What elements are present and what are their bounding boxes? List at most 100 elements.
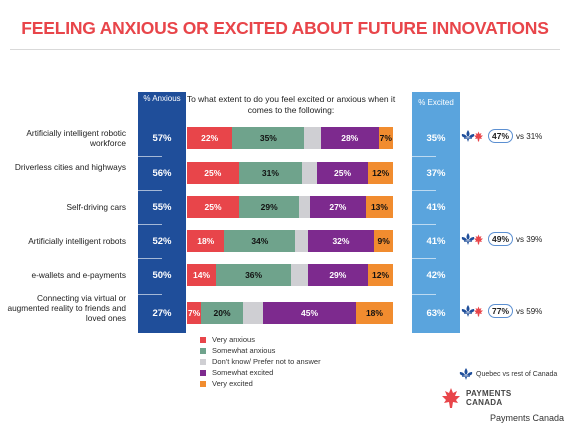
legend-swatch xyxy=(200,336,206,343)
quebec-value: 49% xyxy=(488,232,514,246)
bar-segment-very-excited: 9% xyxy=(374,230,393,252)
pct-anxious-value: 56% xyxy=(152,168,172,179)
column-separator xyxy=(138,258,162,259)
pct-anxious-value: 52% xyxy=(152,236,172,247)
bar-segment-very-anxious: 22% xyxy=(187,127,233,149)
column-separator xyxy=(412,294,436,295)
pct-anxious-value: 50% xyxy=(152,270,172,281)
quebec-compare-item: 77% vs 59% xyxy=(461,304,542,318)
quebec-legend: Quebec vs rest of Canada xyxy=(459,368,557,380)
legend-swatch xyxy=(200,369,206,376)
legend-swatch xyxy=(200,347,206,354)
survey-question: To what extent to do you feel excited or… xyxy=(186,94,396,115)
column-separator xyxy=(138,190,162,191)
row-label: Artificially intelligent robots xyxy=(28,236,126,246)
pct-excited-value: 37% xyxy=(426,168,446,179)
bar-segment-somewhat-anxious: 35% xyxy=(232,127,305,149)
rest-of-canada-value: vs 39% xyxy=(516,234,543,244)
anxious-column-header: % Anxious xyxy=(143,94,181,103)
bar-segment-somewhat-anxious: 20% xyxy=(201,302,243,324)
row-label: Artificially intelligent robotic workfor… xyxy=(26,128,126,148)
bar-segment-somewhat-excited: 27% xyxy=(309,196,366,218)
legend-item-very-anxious: Very anxious xyxy=(200,335,255,344)
row-label: Connecting via virtual or augmented real… xyxy=(7,293,126,323)
bar-segment-very-excited: 12% xyxy=(368,162,393,184)
bar-segment-somewhat-anxious: 34% xyxy=(224,230,296,252)
title-divider xyxy=(10,49,560,50)
column-separator xyxy=(412,156,436,157)
pct-anxious-value: 57% xyxy=(152,133,172,144)
quebec-value: 77% xyxy=(488,304,514,318)
pct-anxious-value: 55% xyxy=(152,202,172,213)
legend-label: Somewhat anxious xyxy=(212,346,276,355)
row-label: Self-driving cars xyxy=(66,202,126,212)
pct-excited-value: 41% xyxy=(426,202,446,213)
logo-line-2: CANADA xyxy=(466,398,503,407)
bar-segment-somewhat-anxious: 36% xyxy=(216,264,292,286)
anxious-column xyxy=(138,92,186,333)
bar-segment-dont-know xyxy=(295,230,308,252)
legend-label: Don't know/ Prefer not to answer xyxy=(212,357,321,366)
quebec-value: 47% xyxy=(488,129,514,143)
column-separator xyxy=(138,294,162,295)
logo-wordmark: PAYMENTS CANADA xyxy=(466,389,512,407)
bar-segment-somewhat-excited: 32% xyxy=(307,230,375,252)
column-separator xyxy=(412,258,436,259)
quebec-compare-item: 47% vs 31% xyxy=(461,129,542,143)
excited-column-header: % Excited xyxy=(418,98,454,107)
bar-segment-somewhat-excited: 28% xyxy=(320,127,379,149)
bar-segment-very-excited: 18% xyxy=(355,302,393,324)
column-separator xyxy=(412,190,436,191)
pct-excited-value: 63% xyxy=(426,308,446,319)
fleur-de-lis-icon xyxy=(461,233,475,245)
bar-segment-dont-know xyxy=(299,196,310,218)
column-separator xyxy=(138,224,162,225)
fleur-de-lis-icon xyxy=(461,305,475,317)
legend-label: Somewhat excited xyxy=(212,368,274,377)
legend-item-very-excited: Very excited xyxy=(200,379,253,388)
bar-segment-dont-know xyxy=(302,162,317,184)
maple-leaf-logo-icon xyxy=(442,388,460,408)
bar-segment-dont-know xyxy=(242,302,264,324)
pct-excited-value: 35% xyxy=(426,133,446,144)
pct-anxious-value: 27% xyxy=(152,308,172,319)
legend-label: Very anxious xyxy=(212,335,255,344)
legend-item-somewhat-excited: Somewhat excited xyxy=(200,368,273,377)
quebec-legend-label: Quebec vs rest of Canada xyxy=(476,370,558,378)
payments-canada-logo: PAYMENTS CANADA xyxy=(440,387,512,409)
column-separator xyxy=(412,224,436,225)
quebec-compare-item: 49% vs 39% xyxy=(461,232,542,246)
fleur-de-lis-icon xyxy=(461,130,475,142)
bar-segment-very-anxious: 18% xyxy=(187,230,225,252)
bar-segment-somewhat-excited: 29% xyxy=(307,264,368,286)
bar-segment-very-excited: 7% xyxy=(378,127,393,149)
pct-excited-value: 42% xyxy=(426,270,446,281)
legend-swatch xyxy=(200,358,206,365)
bar-segment-somewhat-excited: 25% xyxy=(316,162,369,184)
maple-leaf-icon xyxy=(474,234,483,244)
row-label: e-wallets and e-payments xyxy=(31,270,126,280)
bar-segment-somewhat-anxious: 31% xyxy=(238,162,303,184)
excited-column xyxy=(412,92,460,333)
bar-segment-very-excited: 12% xyxy=(368,264,393,286)
bar-segment-very-anxious: 14% xyxy=(187,264,217,286)
maple-leaf-icon xyxy=(474,131,483,141)
logo-line-1: PAYMENTS xyxy=(466,389,512,398)
bar-segment-dont-know xyxy=(304,127,321,149)
rest-of-canada-value: vs 59% xyxy=(516,306,543,316)
row-label: Driverless cities and highways xyxy=(14,162,126,172)
pct-excited-value: 41% xyxy=(426,236,446,247)
bar-segment-very-anxious: 7% xyxy=(187,302,202,324)
fleur-de-lis-icon xyxy=(459,368,473,380)
maple-leaf-icon xyxy=(474,306,483,316)
bar-segment-very-anxious: 25% xyxy=(187,162,239,184)
rest-of-canada-value: vs 31% xyxy=(516,131,543,141)
bar-segment-somewhat-excited: 45% xyxy=(263,302,356,324)
legend-item-dont-know: Don't know/ Prefer not to answer xyxy=(200,357,321,366)
legend-swatch xyxy=(200,380,206,387)
bar-segment-very-anxious: 25% xyxy=(187,196,240,218)
bar-segment-somewhat-anxious: 29% xyxy=(239,196,300,218)
bar-segment-very-excited: 13% xyxy=(365,196,393,218)
legend-label: Very excited xyxy=(212,379,253,388)
credit-text: Payments Canada xyxy=(489,413,564,423)
